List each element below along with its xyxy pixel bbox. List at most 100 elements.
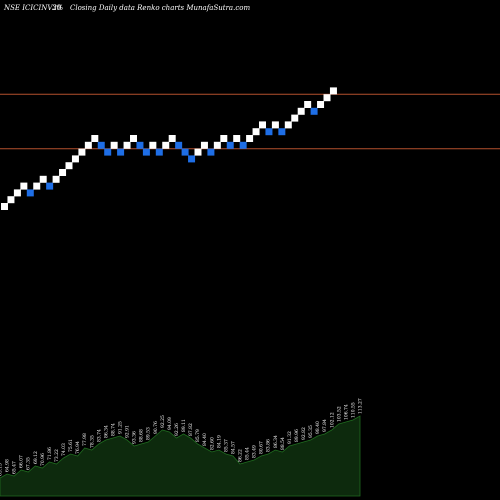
volume-label: 86.22 bbox=[238, 449, 244, 462]
volume-label: 88.68 bbox=[139, 429, 145, 442]
renko-brick-down bbox=[142, 148, 150, 156]
renko-brick-up bbox=[39, 175, 47, 183]
renko-brick-down bbox=[155, 148, 163, 156]
renko-brick-down bbox=[175, 141, 183, 149]
volume-label: 93.36 bbox=[132, 431, 138, 444]
volume-label: 86.34 bbox=[103, 425, 109, 438]
renko-brick-up bbox=[259, 121, 266, 129]
chart-header: NSE ICICINV20 3% Closing Daily data Renk… bbox=[3, 4, 250, 12]
renko-brick-up bbox=[162, 141, 170, 149]
volume-label: 90.76 bbox=[153, 421, 159, 434]
volume-label: 106.74 bbox=[343, 404, 349, 420]
renko-brick-down bbox=[265, 128, 273, 136]
volume-panel: 63.15 64.98 65.47 66.07 67.35 69.12 70.96 71.86… bbox=[0, 398, 364, 497]
volume-label: 66.07 bbox=[19, 455, 25, 468]
volume-label: 73.22 bbox=[54, 449, 60, 462]
volume-label: 87.82 bbox=[188, 423, 194, 436]
renko-brick-down bbox=[117, 148, 125, 156]
renko-brick-down bbox=[226, 141, 234, 149]
renko-brick-down bbox=[97, 141, 105, 149]
volume-label: 86.34 bbox=[273, 435, 279, 448]
volume-label: 98.40 bbox=[315, 421, 321, 434]
renko-brick-up bbox=[304, 101, 312, 108]
renko-brick-up bbox=[59, 169, 67, 176]
renko-brick-up bbox=[252, 128, 260, 136]
volume-label: 92.91 bbox=[125, 425, 131, 438]
renko-brick-up bbox=[213, 141, 221, 149]
volume-label: 63.15 bbox=[0, 463, 4, 476]
volume-label: 75.61 bbox=[68, 439, 74, 452]
volume-label: 92.82 bbox=[301, 427, 307, 440]
renko-brick-up bbox=[323, 94, 331, 102]
renko-brick-up bbox=[168, 135, 176, 142]
volume-label: 67.35 bbox=[26, 457, 32, 470]
volume-label: 91.25 bbox=[118, 421, 124, 434]
volume-label: 80.67 bbox=[259, 441, 265, 454]
volume-label: 76.94 bbox=[75, 441, 81, 454]
volume-label: 103.52 bbox=[336, 406, 342, 422]
renko-brick-up bbox=[91, 135, 99, 142]
renko-brick-down bbox=[181, 148, 189, 156]
renko-brick-down bbox=[239, 141, 247, 149]
renko-brick-up bbox=[317, 101, 325, 108]
renko-brick-down bbox=[310, 107, 318, 115]
volume-label: 83.49 bbox=[252, 445, 258, 458]
renko-brick-down bbox=[26, 189, 34, 197]
volume-area bbox=[0, 415, 361, 497]
volume-label: 70.96 bbox=[40, 453, 46, 466]
renko-brick-up bbox=[297, 107, 305, 115]
volume-label: 64.98 bbox=[5, 459, 11, 472]
renko-brick-up bbox=[200, 141, 208, 149]
renko-brick-up bbox=[149, 141, 157, 149]
volume-label: 110.55 bbox=[350, 402, 356, 418]
chart-box-size: 3% bbox=[52, 4, 63, 12]
volume-label: 71.86 bbox=[47, 447, 53, 460]
renko-brick-up bbox=[84, 141, 92, 149]
volume-label: 82.60 bbox=[209, 437, 215, 450]
renko-brick-up bbox=[65, 162, 73, 170]
renko-brick-down bbox=[278, 128, 286, 136]
renko-bricks bbox=[1, 87, 337, 210]
renko-brick-up bbox=[13, 189, 21, 197]
volume-label: 88.54 bbox=[280, 437, 286, 450]
volume-label: 84.57 bbox=[230, 441, 236, 454]
renko-brick-up bbox=[78, 148, 86, 156]
renko-brick-up bbox=[220, 135, 228, 142]
volume-label: 77.98 bbox=[82, 433, 88, 446]
renko-brick-up bbox=[7, 196, 15, 204]
volume-label: 69.12 bbox=[33, 451, 39, 464]
volume-label: 65.47 bbox=[12, 461, 18, 474]
volume-label: 97.84 bbox=[322, 419, 328, 432]
volume-label: 89.53 bbox=[146, 427, 152, 440]
volume-label: 85.44 bbox=[245, 447, 251, 460]
volume-label: 113.27 bbox=[358, 398, 364, 414]
chart-title-symbol: NSE ICICINV20 bbox=[3, 4, 62, 12]
renko-brick-up bbox=[52, 175, 60, 183]
volume-label: 89.11 bbox=[181, 419, 187, 432]
volume-label: 94.09 bbox=[167, 417, 173, 430]
volume-label: 78.35 bbox=[89, 435, 95, 448]
renko-brick-up bbox=[71, 155, 79, 163]
renko-brick-down bbox=[104, 148, 112, 156]
renko-brick-up bbox=[284, 121, 292, 129]
renko-brick-up bbox=[271, 121, 279, 129]
volume-label: 83.86 bbox=[266, 439, 272, 452]
volume-label: 88.74 bbox=[110, 423, 116, 436]
renko-brick-up bbox=[233, 135, 241, 142]
volume-label: 102.12 bbox=[329, 412, 335, 428]
renko-brick-up bbox=[123, 141, 131, 149]
renko-brick-up bbox=[20, 182, 28, 190]
renko-brick-up bbox=[1, 203, 8, 210]
renko-brick-down bbox=[188, 155, 196, 163]
volume-label: 84.19 bbox=[216, 435, 222, 448]
renko-brick-up bbox=[110, 141, 118, 149]
volume-label: 91.32 bbox=[287, 431, 293, 444]
renko-brick-up bbox=[329, 87, 337, 95]
volume-label: 84.40 bbox=[202, 433, 208, 446]
volume-label: 85.37 bbox=[223, 439, 229, 452]
volume-label: 92.26 bbox=[174, 423, 180, 436]
renko-brick-down bbox=[46, 182, 54, 190]
renko-brick-up bbox=[194, 148, 202, 156]
chart-subtitle: Closing Daily data Renko charts MunafaSu… bbox=[70, 4, 250, 12]
